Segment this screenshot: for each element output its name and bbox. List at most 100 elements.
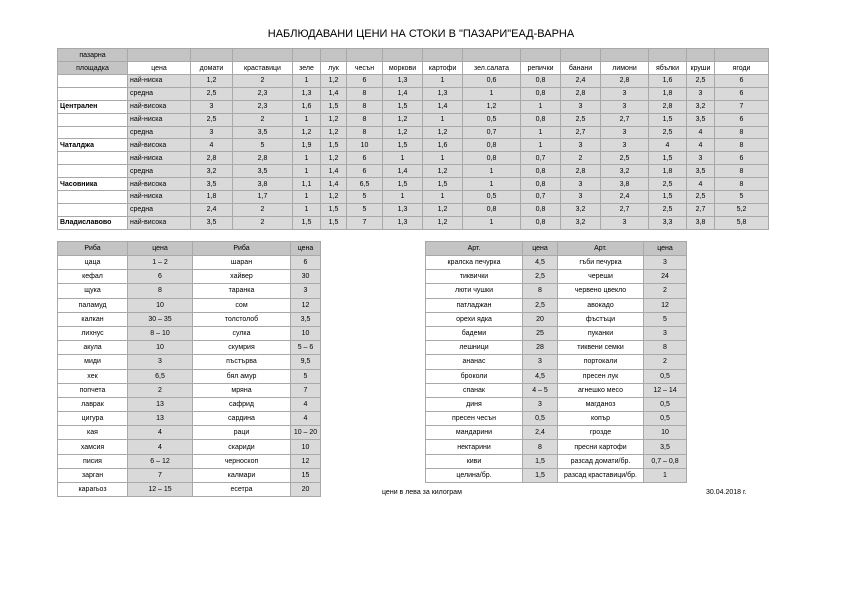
item-name: сом: [192, 297, 291, 313]
price-row: най-ниска 2,5 2 1 1,2 8 1,2 1 0,5 0,8 2,5 2,7 1,5 3,5…: [57, 112, 769, 127]
price-row: калкан 30 – 35 толстолоб 3,5: [57, 311, 321, 327]
market-blank: [57, 86, 128, 101]
item-name: цигура: [57, 411, 128, 427]
price-level: най-ниска: [127, 151, 191, 166]
column-header: цена: [643, 241, 687, 256]
price-cell: 3: [560, 99, 601, 114]
price-cell: 1,5: [382, 138, 423, 153]
item-name: кралска печурка: [425, 254, 523, 271]
item-name: броколи: [425, 368, 523, 384]
price-cell: 2,5: [686, 74, 715, 88]
price-cell: 2: [643, 283, 687, 299]
price-cell: 1,8: [648, 164, 687, 179]
price-cell: 3,3: [648, 215, 687, 230]
price-cell: 3: [686, 151, 715, 166]
price-cell: 1,3: [382, 215, 423, 230]
price-cell: 8: [346, 112, 383, 127]
price-cell: 1,8: [648, 86, 687, 101]
price-cell: 1: [520, 125, 561, 140]
price-cell: 1,3: [292, 86, 321, 101]
item-name: гъби печурка: [557, 254, 644, 271]
price-level: средна: [127, 86, 191, 101]
item-name: зарган: [57, 467, 128, 484]
price-cell: 2,8: [560, 164, 601, 179]
column-header: цена: [290, 241, 321, 256]
price-cell: 1,2: [292, 125, 321, 140]
price-cell: 3,5: [232, 164, 293, 179]
price-row: мандарини 2,4 грозде 10: [425, 425, 687, 441]
item-name: авокадо: [557, 297, 644, 313]
price-cell: 0,5: [643, 411, 687, 427]
price-cell: 1,5: [320, 202, 347, 217]
price-cell: 2,4: [522, 425, 558, 441]
price-cell: 1,4: [382, 86, 423, 101]
price-row: хамсия 4 скариди 10: [57, 439, 321, 455]
price-cell: 1: [462, 177, 521, 192]
price-row: попчета 2 мряна 7: [57, 382, 321, 398]
price-cell: 0,5: [522, 411, 558, 427]
item-name: попчета: [57, 382, 128, 398]
column-header: зеле: [292, 61, 321, 75]
price-row: цигура 13 сардина 4: [57, 411, 321, 427]
price-cell: 2,5: [190, 86, 233, 101]
market-blank: [57, 190, 128, 204]
price-cell: 7: [290, 382, 321, 398]
price-level: най-ниска: [127, 74, 191, 88]
price-cell: 1,4: [382, 164, 423, 179]
price-cell: 6: [714, 151, 769, 166]
item-name: скариди: [192, 439, 291, 455]
price-cell: 1,2: [382, 112, 423, 127]
price-cell: 2,8: [232, 151, 293, 166]
header-blank: [346, 48, 383, 62]
price-cell: 1,4: [422, 99, 463, 114]
price-cell: 6,5: [346, 177, 383, 192]
item-name: черноскоп: [192, 453, 291, 469]
price-row: лихнус 8 – 10 сулка 10: [57, 325, 321, 342]
price-cell: 2,3: [232, 99, 293, 114]
price-cell: 3: [560, 138, 601, 153]
price-cell: 3: [127, 354, 193, 370]
price-cell: 10: [290, 325, 321, 342]
price-row: хек 6,5 бял амур 5: [57, 368, 321, 384]
price-cell: 2,4: [560, 74, 601, 88]
price-cell: 3: [643, 325, 687, 342]
price-row: най-ниска 1,2 2 1 1,2 6 1,3 1 0,6 0,8 2,4 2,8 1,6 2,5…: [57, 74, 769, 88]
price-cell: 1,6: [422, 138, 463, 153]
price-row: средна 2,4 2 1 1,5 5 1,3 1,2 0,8 0,8 3,2 2,7 2,5 2,7 5…: [57, 202, 769, 217]
price-cell: 13: [127, 411, 193, 427]
price-cell: 1,2: [320, 112, 347, 127]
item-name: хек: [57, 368, 128, 384]
price-cell: 1,3: [382, 202, 423, 217]
price-cell: 3: [686, 86, 715, 101]
price-cell: 1,2: [190, 74, 233, 88]
column-header: ягоди: [714, 61, 769, 75]
price-cell: 6: [714, 112, 769, 127]
price-cell: 6: [346, 74, 383, 88]
price-cell: 1,2: [320, 125, 347, 140]
header-blank: [648, 48, 687, 62]
price-cell: 1,5: [522, 453, 558, 469]
price-cell: 10: [643, 425, 687, 441]
item-name: пресни картофи: [557, 439, 644, 455]
item-name: бял амур: [192, 368, 291, 384]
price-cell: 7: [714, 99, 769, 114]
price-cell: 4: [290, 396, 321, 413]
price-cell: 6: [714, 86, 769, 101]
header-blank: [462, 48, 521, 62]
header-blank: [600, 48, 649, 62]
header-blank: [232, 48, 293, 62]
price-row: най-ниска 2,8 2,8 1 1,2 6 1 1 0,8 0,7 2 2,5 1,5 3 6: [57, 151, 769, 166]
price-cell: 1,2: [320, 190, 347, 204]
item-name: пресен чесън: [425, 411, 523, 427]
column-header: картофи: [422, 61, 463, 75]
column-header: Арт.: [425, 241, 523, 256]
price-cell: 8 – 10: [127, 325, 193, 342]
price-cell: 0,8: [462, 138, 521, 153]
price-cell: 3: [560, 190, 601, 204]
price-cell: 2: [232, 74, 293, 88]
price-cell: 3: [600, 125, 649, 140]
item-name: цаца: [57, 254, 128, 271]
price-cell: 2,5: [600, 151, 649, 166]
price-cell: 2,7: [600, 112, 649, 127]
price-cell: 2: [643, 354, 687, 370]
